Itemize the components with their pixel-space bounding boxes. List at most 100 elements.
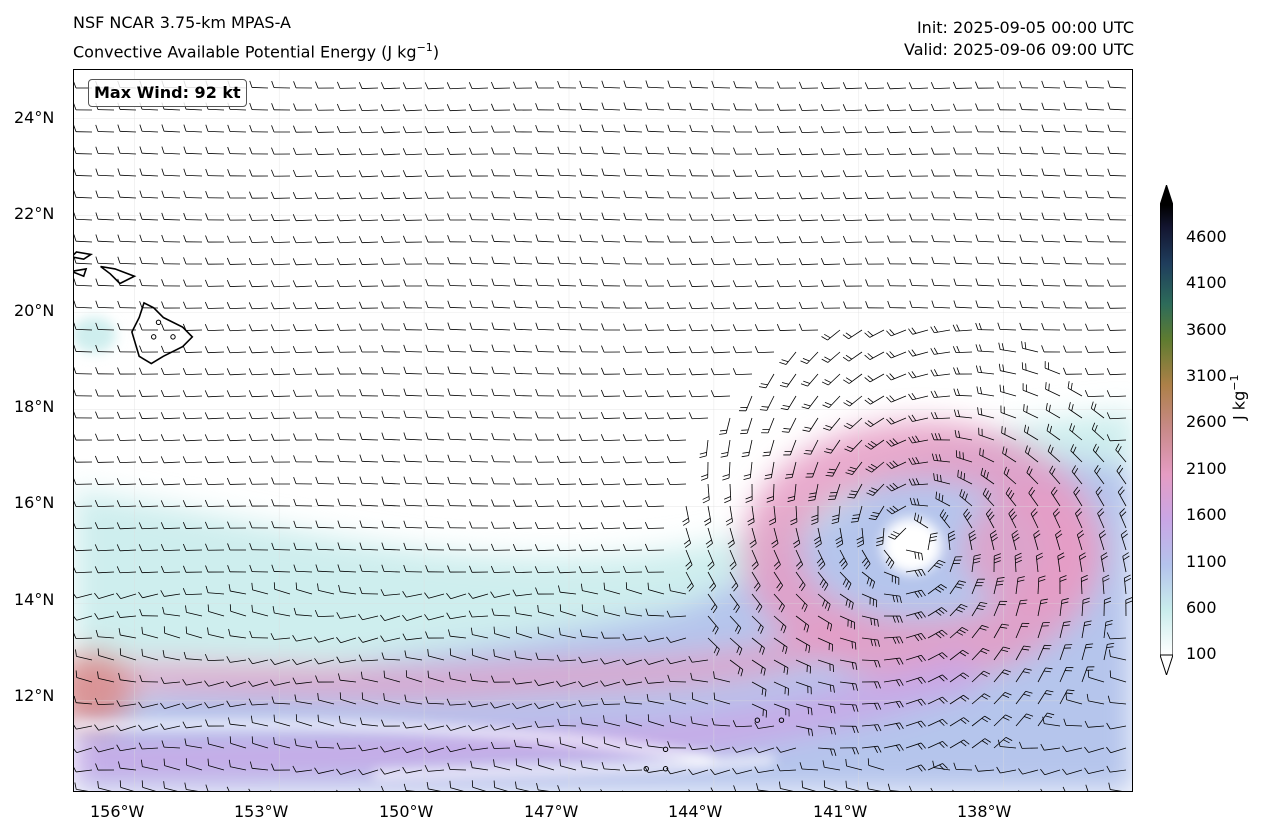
barb-flag: [1019, 212, 1023, 220]
barb-flag: [1117, 446, 1122, 453]
wind-barb: [976, 386, 995, 397]
barb-shaft: [648, 681, 665, 684]
wind-barb: [229, 736, 247, 749]
wind-barb: [908, 147, 929, 155]
wind-barb: [490, 702, 511, 709]
barb-flag: [755, 603, 761, 610]
barb-flag: [579, 278, 583, 286]
wind-barb: [707, 549, 715, 570]
wind-barb: [847, 483, 863, 499]
barb-shaft: [229, 461, 247, 463]
barb-flag: [161, 146, 165, 154]
wind-barb: [886, 351, 907, 359]
barb-shaft: [494, 633, 511, 639]
barb-flag: [1091, 422, 1096, 430]
barb-flag: [735, 606, 740, 613]
barb-flag: [705, 539, 712, 545]
wind-barb: [557, 212, 577, 221]
wind-barb: [935, 491, 951, 507]
wind-barb: [754, 192, 775, 200]
barb-flag: [933, 347, 939, 355]
wind-barb: [1001, 425, 1017, 441]
barb-shaft: [823, 87, 841, 89]
wind-barb: [116, 724, 137, 732]
barb-flag: [666, 636, 671, 643]
barb-flag: [1024, 342, 1027, 350]
barb-flag: [755, 81, 759, 89]
barb-shaft: [801, 241, 819, 244]
wind-barb: [883, 744, 904, 752]
wind-barb: [359, 454, 379, 463]
atoll-marker: [662, 766, 669, 772]
barb-flag: [798, 214, 803, 221]
barb-flag: [1059, 578, 1067, 582]
barb-shaft: [493, 306, 511, 309]
barb-flag: [204, 346, 209, 353]
barb-flag: [895, 701, 901, 708]
barb-shaft: [905, 633, 922, 639]
barb-flag: [336, 612, 341, 619]
barb-flag: [852, 514, 860, 516]
barb-shaft: [849, 417, 863, 430]
barb-shaft: [141, 461, 159, 464]
barb-flag: [314, 147, 319, 155]
wind-barb: [842, 170, 863, 178]
barb-shaft: [427, 329, 445, 331]
barb-flag: [1036, 556, 1044, 560]
barb-flag: [1040, 602, 1048, 605]
barb-shaft: [1001, 432, 1017, 441]
barb-flag: [745, 499, 753, 503]
barb-flag: [226, 368, 231, 375]
barb-flag: [958, 606, 966, 610]
barb-flag: [271, 125, 275, 133]
wind-barb: [446, 612, 467, 620]
wind-barb: [380, 148, 401, 156]
barb-shaft: [714, 747, 731, 752]
barb-shaft: [318, 659, 335, 665]
barb-flag: [931, 213, 935, 220]
wind-barb: [182, 368, 203, 376]
barb-shaft: [516, 725, 533, 730]
barb-flag: [644, 478, 649, 485]
barb-flag: [601, 367, 605, 375]
barb-shaft: [713, 285, 731, 288]
barb-flag: [732, 346, 737, 353]
barb-flag: [74, 616, 77, 621]
barb-flag: [292, 192, 297, 199]
barb-flag: [798, 148, 803, 155]
barb-flag: [513, 234, 517, 242]
barb-shaft: [1000, 746, 1017, 749]
barb-flag: [535, 477, 539, 485]
wind-barb: [579, 234, 599, 243]
barb-flag: [921, 569, 926, 576]
barb-flag: [877, 639, 880, 647]
barb-shaft: [868, 109, 885, 112]
barb-flag: [94, 477, 99, 485]
barb-flag: [865, 257, 869, 265]
barb-shaft: [362, 723, 379, 727]
wind-barb: [249, 521, 269, 529]
wind-barb: [469, 366, 489, 375]
barb-shaft: [934, 329, 951, 334]
wind-barb: [1045, 402, 1061, 419]
wind-barb: [971, 554, 981, 573]
barb-flag: [958, 430, 961, 438]
barb-flag: [667, 674, 671, 682]
barb-flag: [491, 103, 495, 111]
wind-barb: [227, 235, 247, 243]
wind-barb: [1107, 168, 1127, 177]
wind-barb: [710, 258, 731, 266]
wind-barb: [761, 417, 775, 434]
wind-barb: [315, 542, 335, 551]
barb-shaft: [670, 637, 687, 643]
barb-flag: [535, 81, 539, 89]
barb-flag: [358, 257, 363, 265]
barb-flag: [953, 388, 957, 396]
wind-barb: [800, 373, 819, 387]
barb-shaft: [185, 417, 203, 420]
wind-barb: [557, 389, 577, 397]
barb-flag: [734, 625, 739, 632]
barb-flag: [600, 658, 605, 665]
wind-barb: [798, 214, 819, 222]
wind-barb: [402, 213, 423, 221]
